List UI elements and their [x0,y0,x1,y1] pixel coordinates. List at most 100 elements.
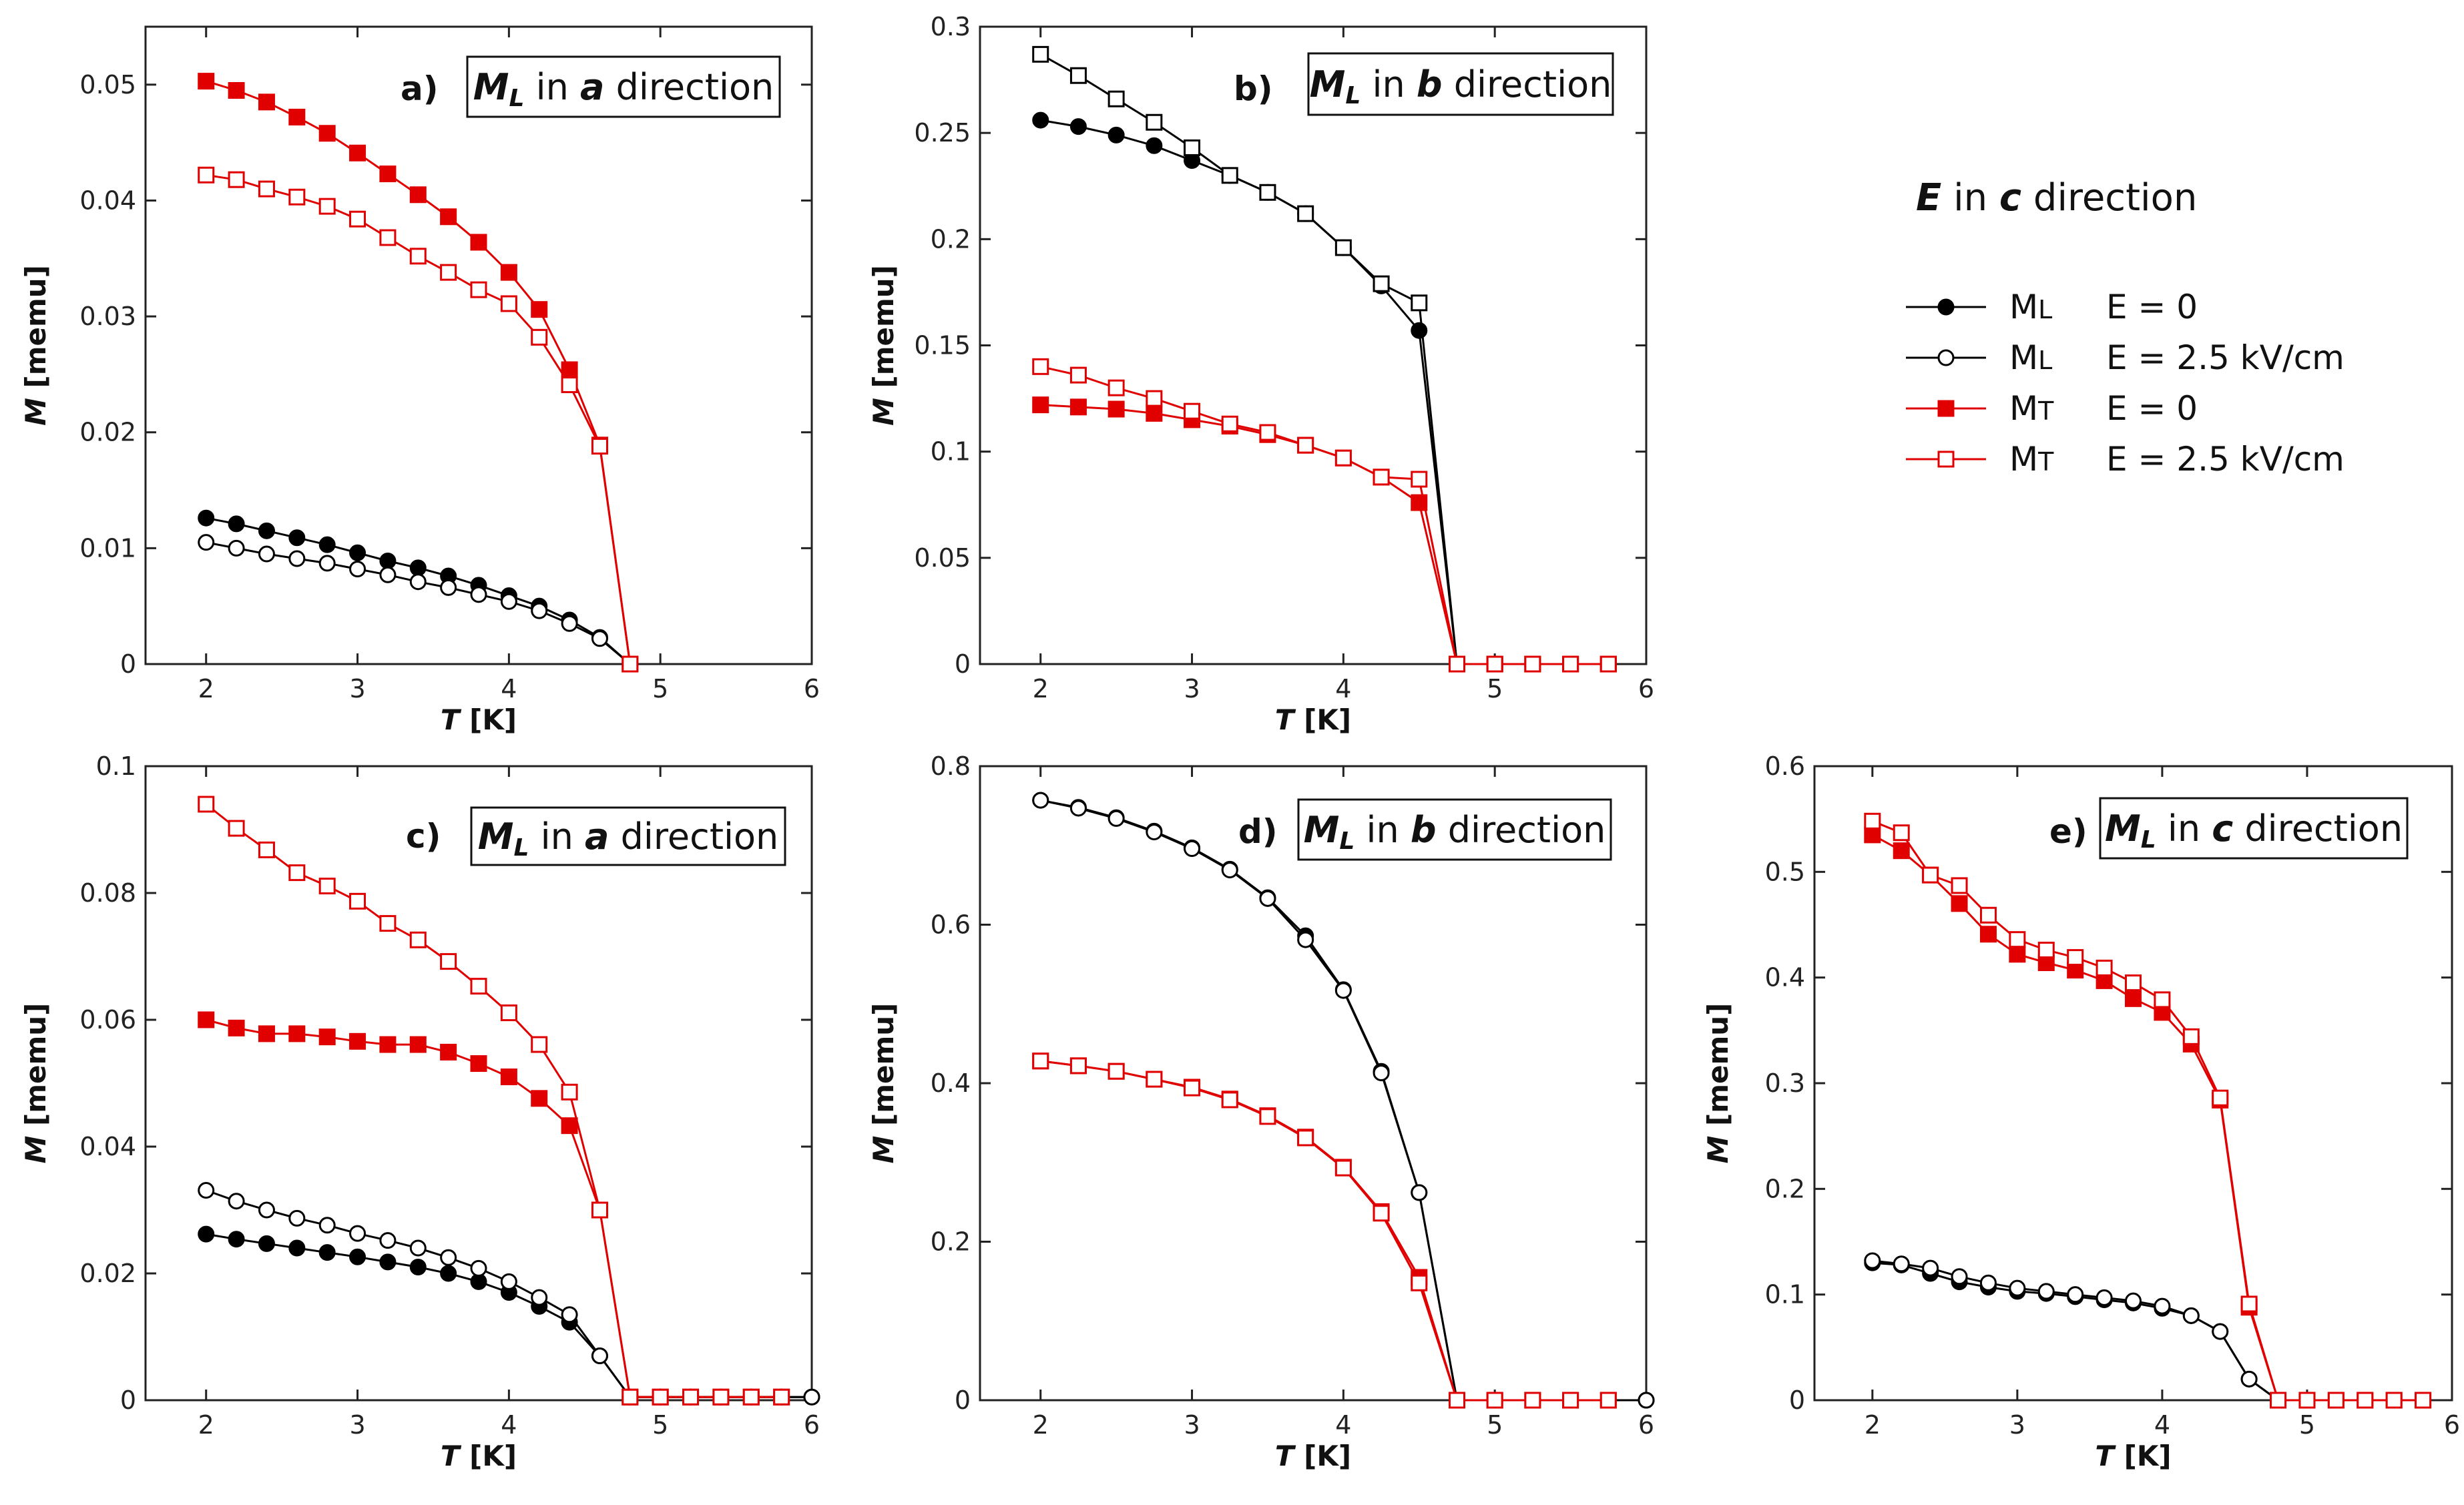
chart-panels: 2 3 4 5 6 0 0.01 0.02 0.03 0.04 0.05 T [K] M [memu] a… [19,12,2460,1472]
data-point [288,108,306,125]
data-point [1259,424,1276,441]
data-point [318,1244,336,1261]
panel-title-m: M [1310,63,1346,105]
data-point [198,1182,215,1199]
data-point [2212,1323,2229,1340]
data-point [2037,1283,2055,1300]
data-point [318,1028,336,1046]
data-point [2125,1292,2142,1309]
legend-name-sub: T [2037,447,2054,477]
y-tick-label: 0 [955,1386,971,1415]
data-point [2009,946,2026,963]
data-point [198,534,215,551]
legend: E in c direction ML E = 0ML E = 2.5 kV/cmM… [1906,176,2345,479]
data-point [228,515,245,533]
panel-title-direction: direction [609,816,778,858]
y-tick-label: 0.02 [79,1259,136,1288]
data-point [409,1259,427,1275]
data-point [682,1388,700,1406]
y-tick-label: 0.05 [79,70,136,99]
panel-b: 2 3 4 5 6 0 0.05 0.1 0.15 0.2 0.25 0.3 T [K] M [memu]… [867,12,1654,736]
y-axis-symbol: M [867,1136,900,1164]
legend-name-main: M [2009,288,2038,326]
data-point [379,1232,397,1249]
data-point [1221,415,1238,432]
data-point [2240,1295,2258,1313]
y-axis-label: M [memu] [19,265,52,426]
data-point [2240,1370,2258,1388]
legend-marker [1937,349,1955,366]
data-point [531,1090,548,1107]
data-point [1334,449,1352,467]
data-point [288,1239,306,1257]
panel-c: 2 3 4 5 6 0 0.02 0.04 0.06 0.08 0.1 T [K] M [memu] c)… [19,751,820,1472]
data-point [652,1388,669,1406]
data-point [1107,810,1125,827]
data-point [1297,205,1314,222]
data-point [318,555,336,572]
y-tick-label: 0 [120,1386,136,1415]
data-point [591,1347,608,1364]
series-1 [198,534,639,673]
panel-title-box [1307,52,1614,116]
x-tick-label: 3 [1184,674,1200,703]
x-axis-unit: [K] [460,1440,517,1472]
panel-title-box [470,806,786,866]
data-point [1922,1259,1939,1277]
data-point [742,1388,760,1406]
data-point [1979,1274,1997,1291]
data-point [440,1249,457,1266]
y-tick-label: 0.1 [931,437,971,467]
panel-title-axis: a [585,816,609,858]
data-point [1334,239,1352,256]
panel-title: ML in b direction [1310,63,1612,109]
data-point [1951,877,1968,894]
data-point [1221,862,1238,879]
data-point [409,1036,427,1053]
data-point [1069,1057,1087,1075]
y-tick-label: 0.6 [1765,751,1805,781]
x-tick-label: 5 [2299,1410,2315,1440]
series-3 [1032,358,1617,673]
panel-title-sub: L [2141,826,2156,854]
y-axis-label: M [memu] [19,1003,52,1164]
data-point [198,1011,215,1028]
data-point [1486,655,1503,673]
data-point [1864,1252,1881,1269]
legend-entry: ML E = 2.5 kV/cm [1906,338,2345,377]
data-point [1069,800,1087,817]
data-point [1032,45,1049,63]
data-point [198,796,215,813]
data-point [1334,982,1352,999]
panel-letter: c) [406,817,441,856]
y-tick-label: 0.15 [914,331,971,360]
x-tick-label: 5 [1487,674,1503,703]
data-point [440,579,457,596]
data-point [379,552,397,569]
panel-letter: e) [2049,812,2087,851]
data-point [591,438,608,455]
data-point [2212,1089,2229,1107]
x-tick-label: 2 [1033,674,1049,703]
y-tick-label: 0.1 [96,751,136,781]
panel-a: 2 3 4 5 6 0 0.01 0.02 0.03 0.04 0.05 T [K] M [memu] a… [19,25,820,736]
y-tick-label: 0.4 [931,1069,971,1098]
data-point [349,1248,366,1265]
data-point [1221,1091,1238,1109]
data-point [228,171,245,188]
data-point [561,1117,578,1135]
data-point [440,953,457,970]
y-tick-label: 0.03 [79,302,136,331]
y-tick-label: 0.05 [914,543,971,573]
legend-name-sub: L [2038,346,2052,375]
x-axis-symbol: T [441,1440,462,1472]
data-point [1893,824,1910,842]
data-point [2327,1392,2345,1409]
data-point [2009,931,2026,948]
data-point [379,915,397,932]
data-point [1411,471,1428,488]
y-tick-label: 0.04 [79,186,136,215]
data-point [288,550,306,567]
data-point [409,559,427,577]
data-point [349,210,366,228]
